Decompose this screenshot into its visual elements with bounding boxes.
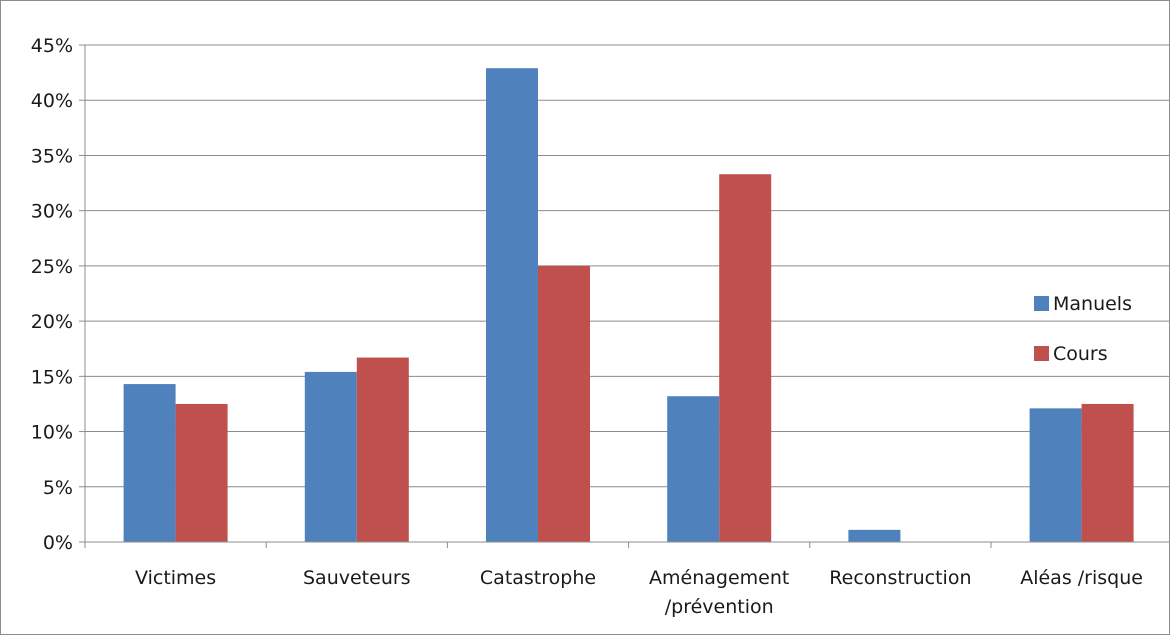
x-category-label: /prévention [665, 596, 774, 618]
y-tick-label: 15% [31, 366, 73, 388]
bars [123, 68, 1134, 543]
legend-label: Cours [1053, 343, 1108, 365]
bar-manuels [304, 371, 357, 542]
bar-cours [538, 265, 590, 542]
legend-swatch-cours [1034, 346, 1049, 361]
y-tick-label: 20% [31, 311, 73, 333]
gridlines [85, 44, 1169, 488]
x-category-label: Aléas /risque [1020, 567, 1143, 589]
y-axis-ticks: 0% 5% 10% 15% 20% 25% 30% 35% 40% 45% [31, 35, 85, 554]
x-category-label: Victimes [135, 567, 216, 589]
y-tick-label: 0% [43, 532, 73, 554]
axes [84, 45, 1169, 548]
x-axis-labels: Victimes Sauveteurs Catastrophe Aménagement… [135, 567, 1143, 618]
y-tick-label: 35% [31, 145, 73, 167]
x-category-label: Sauveteurs [303, 567, 411, 589]
bar-cours [175, 403, 228, 542]
legend: Manuels Cours [1034, 293, 1132, 365]
bar-manuels [667, 396, 720, 542]
x-category-label: Aménagement [649, 567, 789, 589]
y-tick-label: 30% [31, 201, 73, 223]
y-tick-label: 5% [43, 477, 73, 499]
y-tick-label: 25% [31, 256, 73, 278]
y-tick-label: 45% [31, 35, 73, 57]
y-tick-label: 40% [31, 90, 73, 112]
bar-cours [356, 357, 409, 542]
bar-cours [1081, 403, 1134, 542]
x-category-label: Reconstruction [829, 567, 971, 589]
bar-manuels [486, 68, 538, 543]
y-tick-label: 10% [31, 422, 73, 444]
legend-swatch-manuels [1034, 296, 1049, 311]
bar-cours [719, 174, 772, 542]
legend-label: Manuels [1053, 293, 1132, 315]
bar-manuels [848, 529, 901, 542]
x-category-label: Catastrophe [480, 567, 596, 589]
bar-manuels [123, 384, 176, 542]
bar-manuels [1029, 408, 1082, 542]
